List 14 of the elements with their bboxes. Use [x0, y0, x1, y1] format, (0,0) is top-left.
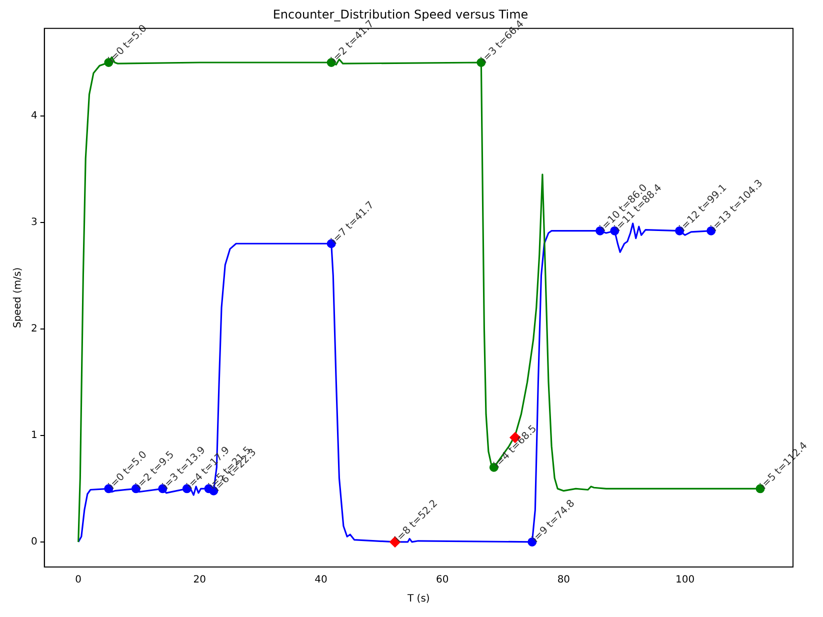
y-tick-label: 4	[30, 110, 38, 122]
y-axis-title: Speed (m/s)	[12, 267, 24, 328]
x-axis-title: T (s)	[406, 594, 430, 605]
y-tick-label: 2	[30, 323, 38, 334]
y-tick-label: 1	[30, 430, 38, 442]
chart-title: Encounter_Distribution Speed versus Time	[272, 7, 528, 22]
x-tick-label: 100	[675, 574, 695, 586]
y-tick-label: 3	[30, 216, 38, 228]
x-tick-label: 0	[75, 574, 82, 586]
y-tick-label: 0	[30, 536, 38, 548]
x-tick-label: 40	[314, 574, 328, 586]
x-tick-label: 80	[557, 574, 570, 586]
x-tick-label: 20	[193, 574, 206, 586]
x-tick-label: 60	[436, 574, 449, 586]
